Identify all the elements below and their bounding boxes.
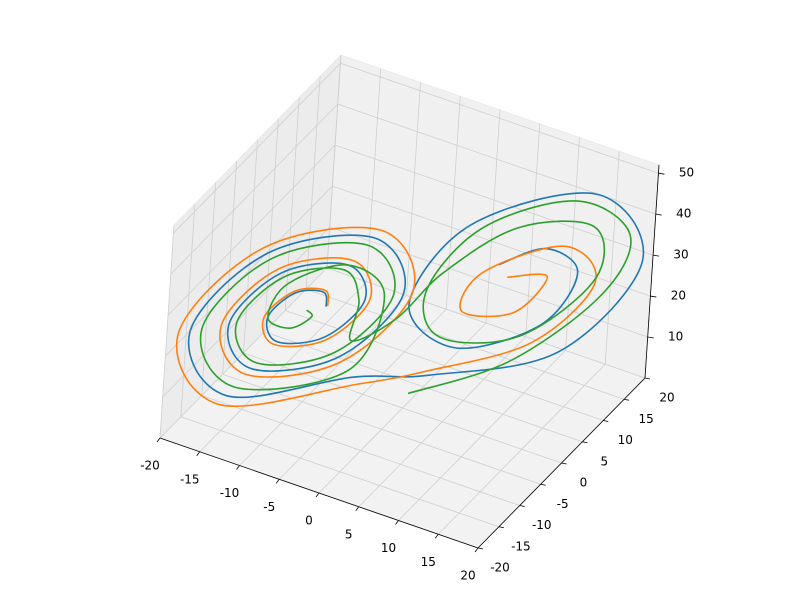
grid-line [340,62,659,174]
x-tick [156,437,161,443]
grid-line [263,118,279,332]
z-tick [650,295,657,298]
y-tick [498,526,504,529]
x-tick-label: 0 [305,514,313,528]
grid-line [406,82,421,296]
z-tick [647,336,654,339]
grid-line [485,109,501,324]
y-tick-label: 20 [659,391,674,405]
y-tick-label: -5 [557,497,569,511]
y-tick [477,547,484,550]
x-tick [474,547,479,553]
trajectory [187,192,645,399]
x-tick [434,534,439,539]
y-tick [561,462,567,465]
grid-line [332,185,651,297]
grid-line [162,226,330,398]
y-tick [624,398,630,401]
grid-line [604,151,620,365]
y-tick-label: 5 [601,454,609,468]
y-tick [582,441,588,444]
grid-line [243,352,562,464]
y-tick-label: -20 [490,561,510,575]
y-tick-label: 10 [618,433,633,447]
grid-line [159,224,175,439]
y-tick [603,420,609,422]
x-tick-label: 20 [460,569,475,583]
grid-line [173,62,341,234]
x-axis [159,437,479,549]
y-tick [540,483,546,486]
y-tick-label: 15 [638,412,653,426]
x-tick [236,465,240,470]
trajectory [176,226,597,408]
x-tick-label: 15 [421,555,436,569]
grid-line [565,137,580,351]
z-tick [653,254,660,257]
y-tick-label: -15 [511,539,531,553]
grid-line [201,395,520,506]
x-tick-label: 5 [345,527,353,541]
y-tick-label: 0 [580,476,588,490]
z-tick-label: 40 [676,207,691,221]
grid-line [525,123,541,337]
y-tick [644,377,651,380]
x-tick [315,492,320,498]
grid-line [445,96,461,310]
grid-line [334,144,654,256]
z-tick-label: 30 [673,248,688,262]
grid-line [180,203,196,417]
grid-line [165,185,333,357]
x-tick-label: 10 [381,541,396,555]
grid-line [326,54,342,269]
x-tick-label: -5 [263,500,275,514]
grid-line [305,76,321,290]
z-tick-label: 10 [668,330,683,344]
x-tick [355,506,360,511]
grid-line [264,331,583,443]
y-tick-label: -10 [532,518,552,532]
z-tick [655,213,662,216]
z-axis [644,164,660,379]
grid-line [170,103,339,275]
x-tick-label: -20 [140,459,160,473]
y-tick [519,505,525,507]
grid-line [329,226,648,338]
grid-line [180,416,500,528]
x-tick-label: -15 [180,472,200,486]
grid-line [167,144,336,316]
z-tick [658,172,665,175]
x-tick [395,520,399,525]
grid-line [222,161,238,375]
z-tick-label: 20 [671,289,686,303]
grid-line [243,139,258,354]
trajectory [199,200,632,395]
x-tick [275,479,280,484]
z-tick-label: 50 [679,166,694,180]
y-axis [477,377,646,549]
x-tick-label: -10 [220,486,240,500]
grid-line [305,288,625,400]
grid-line [326,267,646,379]
x-tick [196,451,201,456]
